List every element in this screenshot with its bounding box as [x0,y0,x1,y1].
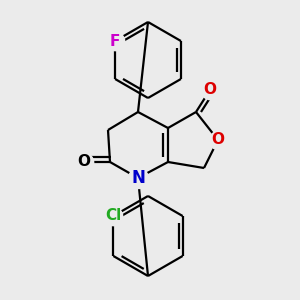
Text: O: O [203,82,217,98]
Text: F: F [110,34,120,49]
Text: O: O [212,133,224,148]
Text: Cl: Cl [105,208,122,224]
Text: O: O [77,154,91,169]
Text: N: N [131,169,145,187]
